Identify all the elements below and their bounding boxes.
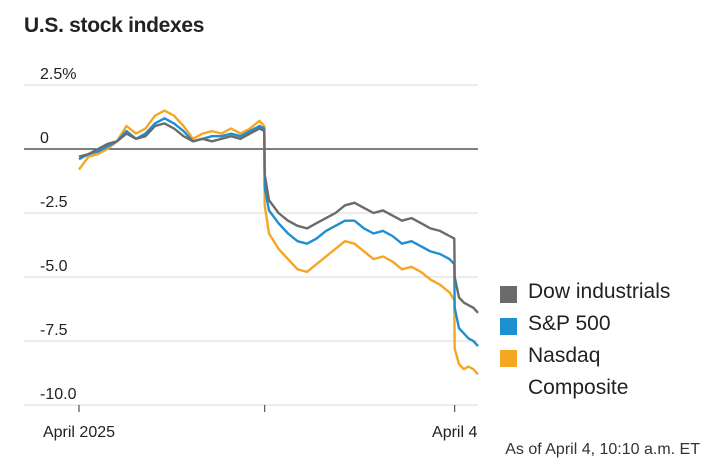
series-line-dow-industrials <box>78 122 479 314</box>
x-tick-label: April 4 <box>432 424 477 441</box>
chart-title: U.S. stock indexes <box>24 14 205 37</box>
y-tick-label: -2.5 <box>40 194 68 211</box>
x-tick-label: April 2025 <box>43 424 115 441</box>
y-tick-label: 0 <box>40 130 49 147</box>
legend-swatch-dow <box>500 286 517 303</box>
legend-swatch-sp500 <box>500 318 517 335</box>
legend-label-nasdaq: Nasdaq <box>528 344 601 367</box>
series-lines <box>78 109 479 376</box>
y-tick-label: 2.5% <box>40 66 76 83</box>
y-tick-label: -7.5 <box>40 322 68 339</box>
legend-label-dow: Dow industrials <box>528 280 671 303</box>
y-tick-label: -5.0 <box>40 258 68 275</box>
legend-label-sp500: S&P 500 <box>528 312 611 335</box>
series-line-nasdaq-composite <box>78 109 479 376</box>
source-note: As of April 4, 10:10 a.m. ET <box>505 441 700 458</box>
legend-swatch-nasdaq <box>500 350 517 367</box>
legend-label-nasdaq-line2: Composite <box>528 376 629 399</box>
x-axis: April 2025 April 4 <box>43 405 477 441</box>
y-tick-labels: 2.5% 0 -2.5 -5.0 -7.5 -10.0 <box>40 66 77 403</box>
series-line-s-p-500 <box>78 117 479 347</box>
grid-layer <box>24 84 478 406</box>
y-tick-label: -10.0 <box>40 386 77 403</box>
